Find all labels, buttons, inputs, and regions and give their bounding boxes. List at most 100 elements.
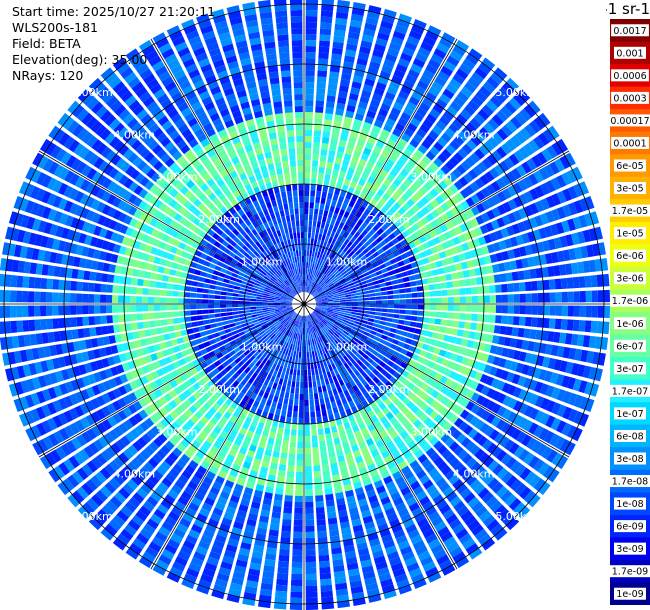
range-gate-cell xyxy=(267,380,274,388)
range-gate-cell xyxy=(298,351,302,358)
range-gate-cell xyxy=(380,316,387,321)
range-gate-cell xyxy=(125,432,136,443)
range-gate-cell xyxy=(526,437,538,450)
range-gate-cell xyxy=(430,379,439,389)
range-gate-cell xyxy=(238,300,245,304)
range-gate-cell xyxy=(46,292,53,303)
range-gate-cell xyxy=(399,445,409,455)
range-gate-cell xyxy=(297,262,301,269)
range-gate-cell xyxy=(371,474,382,483)
range-gate-cell xyxy=(313,332,317,339)
range-gate-cell xyxy=(275,590,288,598)
range-gate-cell xyxy=(217,276,224,282)
range-gate-cell xyxy=(133,412,144,423)
range-gate-cell xyxy=(248,384,256,393)
range-gate-cell xyxy=(287,239,292,246)
range-gate-cell xyxy=(179,517,192,528)
range-gate-cell xyxy=(486,388,496,399)
range-gate-cell xyxy=(521,364,530,375)
range-gate-cell xyxy=(262,497,272,506)
range-gate-cell xyxy=(455,383,464,394)
range-gate-cell xyxy=(400,513,412,523)
range-gate-cell xyxy=(329,420,336,428)
range-gate-cell xyxy=(300,375,304,382)
range-gate-cell xyxy=(445,399,455,409)
range-gate-cell xyxy=(424,463,436,474)
range-gate-cell xyxy=(326,345,331,352)
range-gate-cell xyxy=(368,388,376,396)
range-gate-cell xyxy=(398,383,407,392)
range-gate-cell xyxy=(104,463,116,476)
range-gate-cell xyxy=(342,478,352,486)
range-gate-cell xyxy=(305,603,319,610)
range-gate-cell xyxy=(301,274,303,281)
range-gate-cell xyxy=(321,409,328,417)
range-gate-cell xyxy=(342,340,349,347)
range-gate-cell xyxy=(148,320,156,328)
range-gate-cell xyxy=(106,305,113,314)
range-gate-cell xyxy=(310,238,314,245)
range-gate-cell xyxy=(308,220,313,227)
range-gate-cell xyxy=(440,396,450,406)
range-gate-cell xyxy=(223,511,235,521)
range-gate-cell xyxy=(130,305,137,313)
range-gate-cell xyxy=(315,356,320,363)
range-gate-cell xyxy=(311,226,316,233)
range-gate-cell xyxy=(300,315,303,322)
range-gate-cell xyxy=(573,411,584,425)
range-gate-cell xyxy=(356,315,363,320)
range-gate-cell xyxy=(281,154,289,162)
range-gate-cell xyxy=(107,274,115,283)
range-gate-cell xyxy=(305,483,313,490)
range-gate-cell xyxy=(313,465,321,472)
range-gate-cell xyxy=(286,124,294,131)
range-gate-cell xyxy=(415,322,423,329)
range-gate-cell xyxy=(305,82,315,89)
range-gate-cell xyxy=(323,476,332,483)
range-gate-cell xyxy=(335,320,342,325)
range-gate-cell xyxy=(294,208,299,215)
range-gate-cell xyxy=(302,262,304,269)
range-gate-cell xyxy=(120,528,134,541)
range-gate-cell xyxy=(360,446,370,455)
range-gate-cell xyxy=(307,327,311,334)
range-gate-cell xyxy=(353,362,360,369)
range-gate-cell xyxy=(330,335,336,342)
range-gate-cell xyxy=(323,333,329,340)
range-gate-cell xyxy=(220,304,227,308)
range-gate-cell xyxy=(376,425,385,434)
range-gate-cell xyxy=(368,380,376,388)
range-gate-cell xyxy=(290,172,297,179)
range-gate-cell xyxy=(274,493,283,501)
range-gate-cell xyxy=(289,441,296,448)
range-gate-cell xyxy=(320,403,326,411)
range-gate-cell xyxy=(265,366,271,374)
range-gate-cell xyxy=(338,379,345,386)
range-gate-cell xyxy=(266,373,272,381)
range-gate-cell xyxy=(272,95,282,103)
range-gate-cell xyxy=(369,538,381,548)
range-gate-cell xyxy=(292,226,297,233)
range-gate-cell xyxy=(137,321,144,330)
range-gate-cell xyxy=(337,503,347,512)
range-gate-cell xyxy=(58,462,70,476)
range-gate-cell xyxy=(348,342,356,348)
range-gate-cell xyxy=(311,369,315,376)
range-gate-cell xyxy=(400,465,411,475)
range-gate-cell xyxy=(309,339,313,346)
range-gate-cell xyxy=(304,148,312,155)
range-gate-cell xyxy=(304,190,310,197)
range-gate-cell xyxy=(131,277,138,286)
range-gate-cell xyxy=(437,460,448,472)
range-gate-cell xyxy=(282,197,288,205)
range-gate-cell xyxy=(244,455,254,464)
range-gate-cell xyxy=(386,336,394,343)
range-gate-cell xyxy=(76,281,84,292)
range-gate-cell xyxy=(452,345,461,354)
range-gate-cell xyxy=(344,328,351,334)
range-gate-cell xyxy=(253,413,261,422)
range-gate-cell xyxy=(465,474,477,486)
range-gate-cell xyxy=(280,191,287,199)
range-gate-cell xyxy=(263,379,270,386)
range-gate-cell xyxy=(212,507,224,517)
